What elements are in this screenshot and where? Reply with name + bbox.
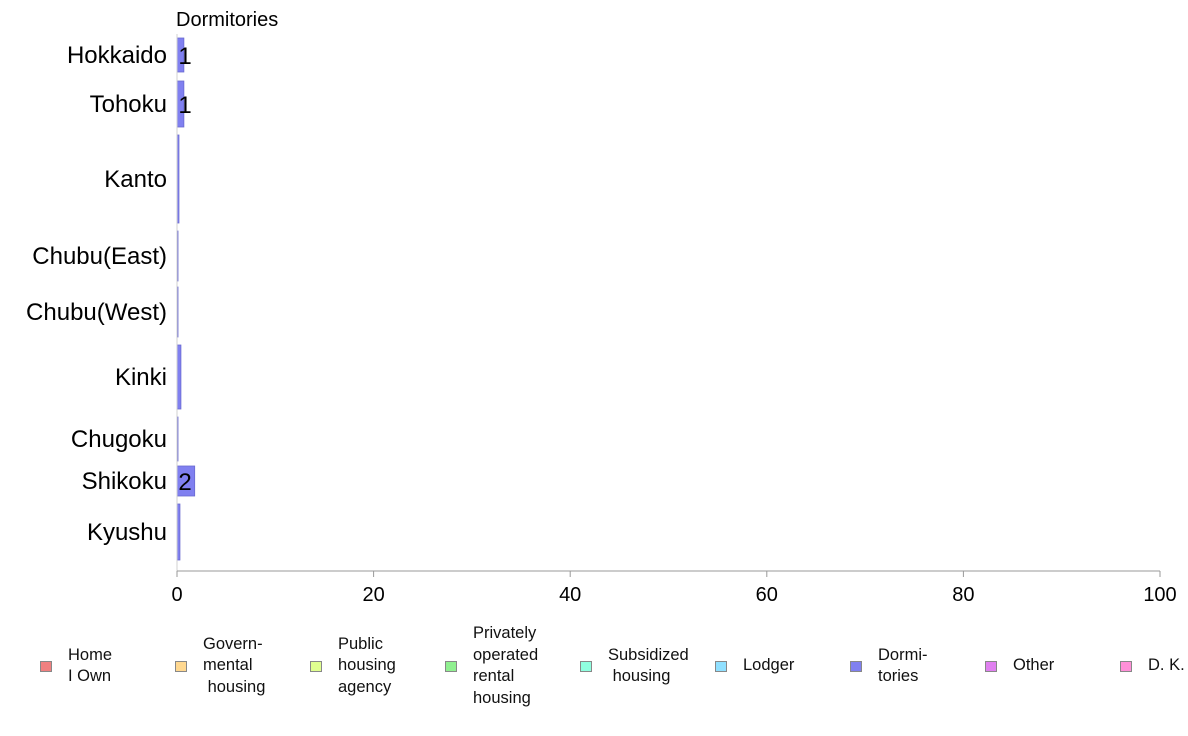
x-axis: 0 20 40 60 80 100 [171,34,1177,606]
category-label: Tohoku [90,91,167,118]
legend-label: D. K. [1148,656,1185,675]
category-label: Chubu(West) [26,299,167,326]
legend-swatch [1120,660,1132,672]
legend-swatch [580,660,592,672]
data-label: 1 [178,92,191,119]
legend-item: Privately operated rental housing [445,616,538,716]
category-label: Hokkaido [67,42,167,69]
legend-item: Home I Own [40,616,112,716]
legend-item: Dormi- tories [850,616,928,716]
category-label: Kyushu [87,519,167,546]
legend-label: Lodger [743,656,795,675]
legend-swatch [310,660,322,672]
x-tick-label: 60 [756,584,778,606]
x-tick-label: 20 [362,584,384,606]
category-label: Kanto [104,166,167,193]
legend-label: Subsidized housing [608,645,689,686]
legend-label: Dormi- tories [878,645,928,686]
legend-item: Subsidized housing [580,616,689,716]
category-label: Chubu(East) [32,243,167,270]
legend-swatch [850,660,862,672]
legend-swatch [715,660,727,672]
category-label: Shikoku [82,468,167,495]
legend: Home I Own Govern- mental housing Public h… [0,616,1188,716]
category-label: Kinki [115,364,167,391]
legend-item: Govern- mental housing [175,616,265,716]
legend-item: D. K. [1120,616,1185,716]
x-tick-label: 40 [559,584,581,606]
category-labels: Hokkaido Tohoku Kanto Chubu(East) Chubu(West… [26,42,167,546]
legend-swatch [40,660,52,672]
category-label: Chugoku [71,426,167,453]
legend-swatch [445,660,457,672]
legend-item: Other [985,616,1054,716]
bars: 1 1 2 [176,37,196,561]
x-tick-label: 100 [1143,584,1176,606]
legend-item: Public housing agency [310,616,396,716]
chart: Dormitories Hokkaido Tohoku Kanto Chubu(Eas… [26,9,1177,606]
legend-label: Privately operated rental housing [473,624,539,707]
x-tick-label: 0 [171,584,182,606]
bar [176,344,182,410]
legend-swatch [175,660,187,672]
legend-swatch [985,660,997,672]
legend-label: Public housing agency [338,634,396,696]
legend-label: Govern- mental housing [203,634,266,696]
data-label: 1 [178,43,191,70]
legend-label: Other [1013,656,1055,675]
chart-title: Dormitories [176,9,278,31]
data-label: 2 [178,469,191,496]
legend-label: Home I Own [68,645,113,686]
x-tick-label: 80 [952,584,974,606]
legend-item: Lodger [715,616,794,716]
